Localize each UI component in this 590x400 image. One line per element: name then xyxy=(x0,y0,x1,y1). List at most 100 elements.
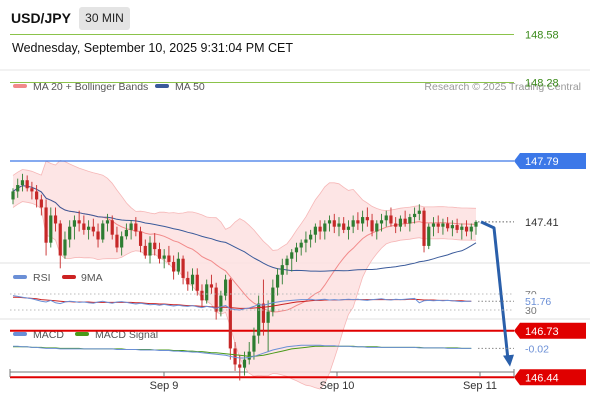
candle-body xyxy=(82,223,86,230)
candle-body xyxy=(290,252,294,259)
candle xyxy=(63,231,67,259)
candle-body xyxy=(20,180,25,186)
candle xyxy=(356,212,360,230)
timeframe-badge[interactable]: 30 MIN xyxy=(79,7,130,30)
candle-body xyxy=(464,226,469,232)
ma50-line xyxy=(12,185,477,272)
candle xyxy=(91,218,95,237)
candle-body xyxy=(427,226,431,246)
candle-body xyxy=(214,287,218,312)
candle-body xyxy=(44,207,48,243)
candle-body xyxy=(200,290,204,301)
candle-body xyxy=(72,220,77,227)
candle xyxy=(280,258,284,285)
candle xyxy=(299,239,303,256)
candle-body xyxy=(167,255,171,262)
candle xyxy=(86,220,91,240)
candle xyxy=(115,226,119,253)
legend-ma50-label: MA 50 xyxy=(175,81,205,93)
candle xyxy=(252,327,256,360)
candle xyxy=(318,220,322,240)
candle xyxy=(105,213,110,232)
candle-body xyxy=(394,223,398,227)
candle-body xyxy=(323,223,327,232)
candle xyxy=(290,249,294,272)
rsi-value-label: 51.76 xyxy=(525,296,551,308)
candle-body xyxy=(172,261,176,272)
candle-body xyxy=(422,210,426,246)
candle xyxy=(101,220,105,243)
candle xyxy=(58,220,62,269)
candle-body xyxy=(474,221,478,227)
candle-body xyxy=(271,287,275,312)
candle-body xyxy=(224,279,228,296)
candle xyxy=(11,188,15,205)
candle xyxy=(162,249,166,269)
candle xyxy=(361,210,365,232)
candle-body xyxy=(58,223,62,256)
candle-body xyxy=(68,226,72,240)
support-label-146.44: 146.44 xyxy=(525,372,559,384)
candle xyxy=(412,207,417,224)
candle xyxy=(474,220,478,235)
rsi-value-box xyxy=(520,294,560,308)
candle-body xyxy=(332,220,336,227)
candle-body xyxy=(63,239,67,256)
candle xyxy=(181,255,185,285)
forecast-arrow-head xyxy=(503,354,514,367)
candle-body xyxy=(124,229,128,237)
candle-body xyxy=(441,223,445,227)
candle-body xyxy=(261,303,265,323)
candle xyxy=(35,185,39,208)
candle-body xyxy=(384,215,388,221)
candle-body xyxy=(403,218,407,224)
macd-line xyxy=(13,344,472,359)
candle xyxy=(266,300,270,352)
candle xyxy=(332,213,336,234)
candle xyxy=(176,252,180,275)
candle-body xyxy=(389,215,393,224)
forecast-arrow xyxy=(480,220,514,367)
candle xyxy=(186,271,190,291)
legend-9ma-label: 9MA xyxy=(81,272,103,284)
candle-body xyxy=(257,303,261,336)
candle-body xyxy=(53,215,58,224)
candle-body xyxy=(247,351,251,360)
resistance-label-148.58: 148.58 xyxy=(525,29,559,41)
candle-body xyxy=(285,258,289,266)
candle xyxy=(228,277,232,360)
candle xyxy=(219,290,223,317)
candle xyxy=(134,217,138,237)
candle-body xyxy=(455,225,459,230)
legend-swatch-9ma xyxy=(62,275,76,279)
candle-body xyxy=(120,236,124,248)
macd-value-label: -0.02 xyxy=(525,343,549,355)
candle-body xyxy=(299,242,303,248)
candle xyxy=(398,215,403,232)
candle-body xyxy=(408,217,412,224)
candle xyxy=(304,231,308,253)
candle xyxy=(389,207,393,227)
candle-body xyxy=(446,223,450,229)
candle-body xyxy=(356,220,360,224)
candle-body xyxy=(280,265,284,275)
candle-body xyxy=(346,226,351,230)
candles xyxy=(11,173,478,381)
candle-body xyxy=(318,226,322,232)
legend-swatch-ma20 xyxy=(13,84,27,88)
rsi-line xyxy=(12,295,472,311)
candle xyxy=(82,215,86,235)
candle-body xyxy=(242,359,247,368)
candle-body xyxy=(195,274,199,291)
candle-body xyxy=(129,223,133,230)
macd-panel: -0.02 xyxy=(13,343,549,359)
candle xyxy=(257,295,261,344)
candle-body xyxy=(327,220,332,224)
forecast-arrow-shaft xyxy=(480,220,510,360)
candle-body xyxy=(375,223,379,232)
chart-datetime: Wednesday, September 10, 2025 9:31:04 PM… xyxy=(12,41,293,55)
candle-body xyxy=(181,258,185,278)
candle xyxy=(294,242,299,262)
candle xyxy=(455,218,459,234)
